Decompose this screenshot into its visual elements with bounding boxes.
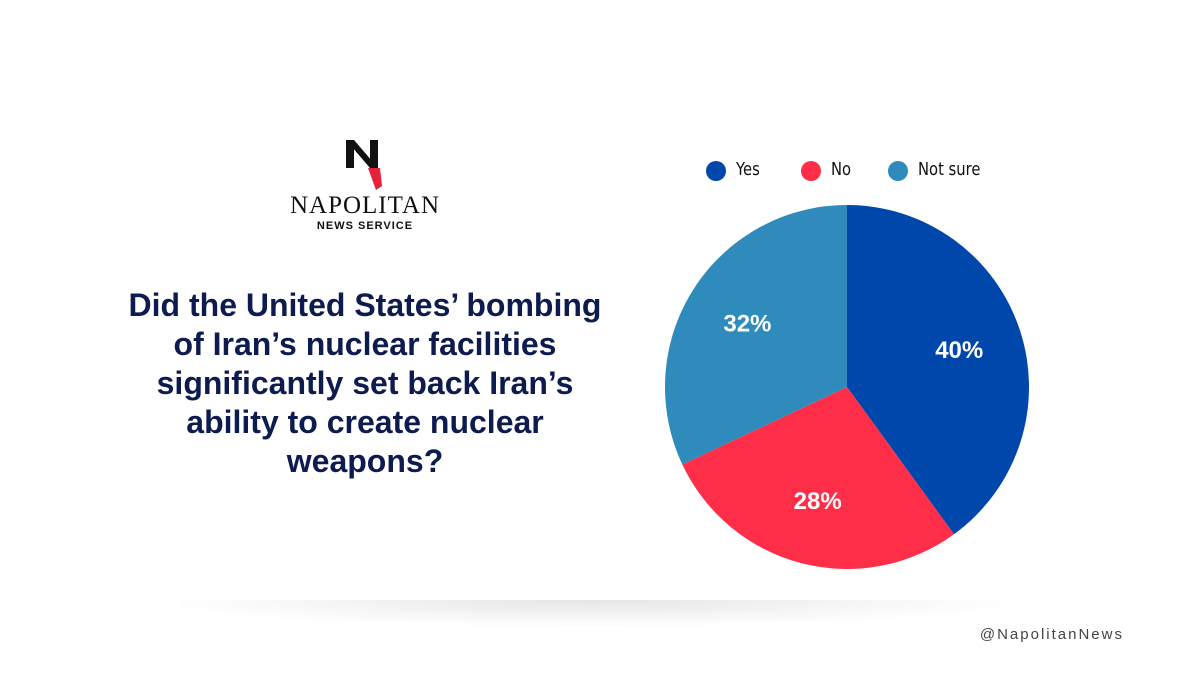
legend-swatch-yes (706, 161, 726, 181)
poll-card: NAPOLITAN NEWS SERVICE Did the United St… (128, 136, 1029, 569)
legend-label-not-sure: Not sure (918, 159, 981, 180)
pie-chart: 40% 28% 32% (665, 205, 1029, 569)
legend-label-no: No (831, 159, 852, 180)
napolitan-logo: NAPOLITAN NEWS SERVICE (270, 136, 460, 236)
pie-slice-not-sure (665, 205, 847, 465)
pie-slice-no (682, 387, 954, 569)
poll-question: Did the United States’ bombing of Iran’s… (128, 287, 602, 479)
brand-name: NAPOLITAN (289, 192, 441, 219)
card-shadow (180, 600, 1000, 626)
napolitan-n-logo-icon (346, 140, 382, 190)
legend-label-yes: Yes (736, 159, 760, 180)
legend-swatch-no (801, 161, 821, 181)
pie-label-no: 28% (794, 488, 842, 515)
social-handle: @NapolitanNews (979, 626, 1124, 643)
pie-label-not-sure: 32% (723, 310, 771, 337)
pie-slice-yes (847, 205, 1029, 535)
legend-swatch-not-sure (888, 161, 908, 181)
pie-label-yes: 40% (935, 337, 983, 364)
brand-subtitle: NEWS SERVICE (316, 220, 414, 232)
